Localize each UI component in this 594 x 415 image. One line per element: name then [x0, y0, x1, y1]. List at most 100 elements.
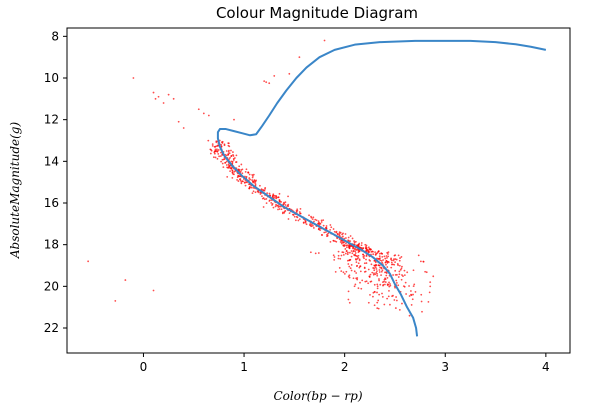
scatter-point	[263, 80, 266, 83]
isochrone-path	[216, 39, 547, 337]
x-tick-label: 0	[140, 360, 148, 374]
scatter-point	[312, 227, 315, 229]
scatter-point	[274, 196, 276, 199]
scatter-point	[385, 274, 388, 277]
scatter-point	[356, 248, 359, 251]
scatter-point	[352, 277, 355, 280]
scatter-point	[354, 258, 357, 260]
scatter-point	[412, 285, 415, 288]
scatter-point	[315, 219, 318, 222]
scatter-point	[370, 250, 373, 253]
scatter-point	[378, 279, 380, 282]
scatter-point	[317, 228, 320, 231]
scatter-point	[312, 224, 314, 227]
scatter-point	[408, 295, 411, 297]
scatter-point	[332, 228, 335, 230]
scatter-point	[350, 269, 353, 272]
scatter-point	[385, 255, 388, 257]
scatter-point	[207, 114, 210, 117]
scatter-point	[259, 184, 261, 187]
scatter-point	[372, 253, 375, 256]
scatter-point	[356, 264, 359, 267]
scatter-point	[363, 262, 366, 265]
scatter-point	[182, 127, 185, 129]
scatter-point	[376, 301, 379, 304]
scatter-point	[380, 259, 383, 262]
scatter-point	[383, 303, 386, 306]
scatter-point	[251, 179, 253, 181]
scatter-point	[344, 252, 347, 255]
scatter-point	[226, 175, 229, 178]
scatter-point	[235, 161, 238, 163]
scatter-point	[337, 254, 340, 257]
scatter-point	[287, 195, 289, 198]
scatter-point	[197, 108, 200, 111]
scatter-point	[348, 265, 351, 268]
scatter-point	[214, 145, 217, 148]
scatter-point	[219, 155, 222, 158]
isochrone-line	[216, 39, 547, 337]
scatter-point	[358, 250, 361, 253]
scatter-point	[278, 199, 281, 202]
scatter-point	[387, 253, 389, 255]
scatter-point	[378, 252, 381, 255]
scatter-point	[218, 155, 221, 158]
scatter-point	[356, 244, 358, 247]
scatter-point	[357, 256, 360, 259]
scatter-point	[252, 190, 255, 193]
scatter-point	[167, 93, 170, 96]
scatter-point	[312, 216, 315, 219]
scatter-point	[297, 219, 300, 222]
scatter-point	[215, 150, 218, 152]
scatter-point	[248, 183, 251, 186]
scatter-point	[275, 195, 277, 197]
scatter-point	[398, 259, 401, 262]
scatter-point	[298, 211, 301, 213]
scatter-point	[304, 220, 307, 223]
scatter-point	[346, 253, 349, 256]
scatter-point	[277, 204, 280, 207]
scatter-point	[386, 283, 389, 286]
scatter-point	[314, 218, 317, 221]
scatter-point	[223, 158, 226, 160]
scatter-point	[390, 266, 393, 269]
scatter-point	[429, 281, 432, 284]
scatter-point	[345, 250, 348, 252]
scatter-point	[245, 168, 248, 171]
scatter-point	[299, 207, 302, 210]
scatter-point	[402, 275, 404, 277]
scatter-point	[152, 289, 155, 292]
scatter-point	[377, 307, 380, 310]
scatter-point	[403, 274, 406, 277]
scatter-point	[358, 258, 361, 261]
scatter-point	[317, 252, 320, 254]
scatter-point	[350, 255, 353, 258]
y-tick-label: 8	[51, 29, 59, 43]
scatter-point	[384, 283, 386, 286]
scatter-point	[347, 236, 350, 239]
scatter-point	[299, 212, 301, 215]
scatter-point	[305, 223, 308, 226]
scatter-point	[227, 163, 230, 166]
scatter-point	[310, 223, 313, 226]
scatter-point	[344, 248, 347, 250]
scatter-point	[346, 246, 348, 249]
scatter-point	[338, 267, 341, 269]
scatter-point	[366, 249, 369, 251]
scatter-point	[240, 163, 243, 166]
scatter-point	[232, 157, 235, 160]
scatter-point	[323, 39, 326, 42]
scatter-point	[322, 224, 325, 227]
scatter-point	[333, 230, 336, 233]
scatter-point	[217, 149, 220, 151]
scatter-point	[380, 267, 383, 270]
scatter-point	[257, 191, 260, 194]
scatter-point	[280, 208, 283, 211]
scatter-point	[298, 218, 301, 221]
scatter-point	[348, 274, 351, 277]
scatter-point	[280, 201, 283, 203]
scatter-point	[332, 239, 335, 242]
scatter-point	[354, 250, 357, 253]
scatter-point	[283, 210, 286, 213]
scatter-point	[291, 213, 294, 216]
